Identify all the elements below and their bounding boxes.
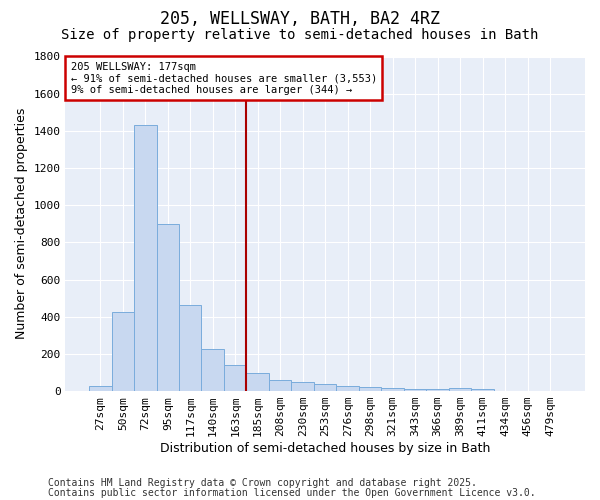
Text: Contains public sector information licensed under the Open Government Licence v3: Contains public sector information licen… — [48, 488, 536, 498]
Y-axis label: Number of semi-detached properties: Number of semi-detached properties — [15, 108, 28, 340]
Bar — [224, 365, 247, 391]
Bar — [179, 304, 202, 391]
Bar — [314, 384, 337, 391]
Bar — [134, 126, 157, 391]
Bar — [337, 386, 359, 391]
Bar — [247, 374, 269, 391]
Bar — [359, 387, 382, 391]
Bar — [202, 350, 224, 391]
Bar — [89, 386, 112, 391]
X-axis label: Distribution of semi-detached houses by size in Bath: Distribution of semi-detached houses by … — [160, 442, 490, 455]
Text: 205 WELLSWAY: 177sqm
← 91% of semi-detached houses are smaller (3,553)
9% of sem: 205 WELLSWAY: 177sqm ← 91% of semi-detac… — [71, 62, 377, 94]
Bar — [382, 388, 404, 391]
Text: Size of property relative to semi-detached houses in Bath: Size of property relative to semi-detach… — [61, 28, 539, 42]
Bar — [269, 380, 292, 391]
Bar — [404, 389, 427, 391]
Bar — [427, 389, 449, 391]
Bar — [472, 389, 494, 391]
Text: 205, WELLSWAY, BATH, BA2 4RZ: 205, WELLSWAY, BATH, BA2 4RZ — [160, 10, 440, 28]
Text: Contains HM Land Registry data © Crown copyright and database right 2025.: Contains HM Land Registry data © Crown c… — [48, 478, 477, 488]
Bar — [292, 382, 314, 391]
Bar — [112, 312, 134, 391]
Bar — [449, 388, 472, 391]
Bar — [157, 224, 179, 391]
